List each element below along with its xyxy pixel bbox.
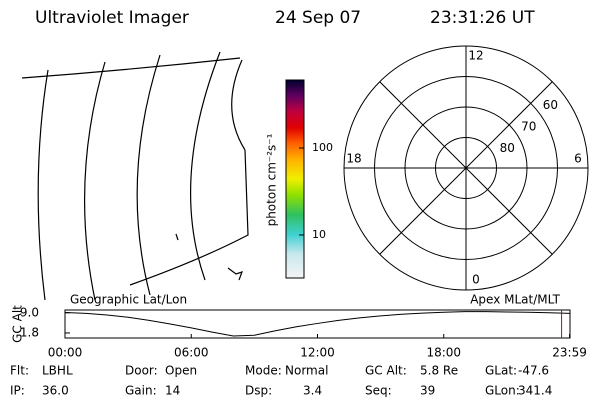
- field-value: 341.4: [518, 384, 552, 398]
- polar-lat-circle: [435, 137, 497, 199]
- polar-mlt-label: 18: [346, 152, 361, 166]
- polar-lat-circle: [374, 76, 558, 260]
- field-label: GLat:: [485, 364, 517, 378]
- subtitle-left: Geographic Lat/Lon: [70, 293, 187, 307]
- polar-mlt-label: 6: [574, 152, 582, 166]
- field-value: 39: [420, 384, 435, 398]
- field-label: Flt:: [10, 364, 29, 378]
- y-axis-label: GC Alt: [11, 305, 25, 343]
- colorbar-label: photon cm⁻²s⁻¹: [265, 133, 279, 226]
- y-tick-label: 9.0: [20, 305, 39, 319]
- polar-lat-circle: [404, 106, 528, 230]
- polar-mlt-label: 12: [468, 49, 483, 63]
- colorbar: [285, 79, 305, 279]
- x-tick-label: 23:59: [552, 346, 587, 360]
- series-line: [64, 311, 571, 337]
- polar-lat-label: 60: [543, 98, 558, 112]
- polar-mlt-label: 0: [472, 273, 480, 287]
- field-label: GLon:: [485, 384, 520, 398]
- field-value: Open: [165, 364, 197, 378]
- field-label: IP:: [10, 384, 25, 398]
- date: 24 Sep 07: [275, 8, 361, 28]
- x-tick-label: 18:00: [426, 346, 461, 360]
- field-value: 3.4: [303, 384, 322, 398]
- field-value: 14: [165, 384, 180, 398]
- field-value: 36.0: [42, 384, 69, 398]
- field-label: Seq:: [365, 384, 392, 398]
- x-tick-label: 00:00: [48, 346, 83, 360]
- field-label: Dsp:: [245, 384, 272, 398]
- x-tick-label: 06:00: [174, 346, 209, 360]
- title: Ultraviolet Imager: [35, 8, 189, 28]
- field-value: 5.8 Re: [420, 364, 458, 378]
- geographic-map: [21, 51, 249, 301]
- field-value: LBHL: [42, 364, 73, 378]
- y-tick-label: 1.8: [20, 325, 39, 339]
- colorbar-tick-label: 100: [312, 141, 333, 154]
- plot-frame: [64, 309, 571, 339]
- field-label: Door:: [125, 364, 158, 378]
- polar-lat-label: 80: [500, 141, 515, 155]
- field-value: Normal: [285, 364, 328, 378]
- colorbar-tick-label: 10: [312, 228, 326, 241]
- field-label: Mode:: [245, 364, 282, 378]
- polar-lat-label: 70: [521, 119, 536, 133]
- x-tick-label: 12:00: [300, 346, 335, 360]
- field-value: -47.6: [518, 364, 549, 378]
- field-label: GC Alt:: [365, 364, 407, 378]
- field-label: Gain:: [125, 384, 157, 398]
- time: 23:31:26 UT: [430, 8, 535, 28]
- subtitle-right: Apex MLat/MLT: [470, 293, 560, 307]
